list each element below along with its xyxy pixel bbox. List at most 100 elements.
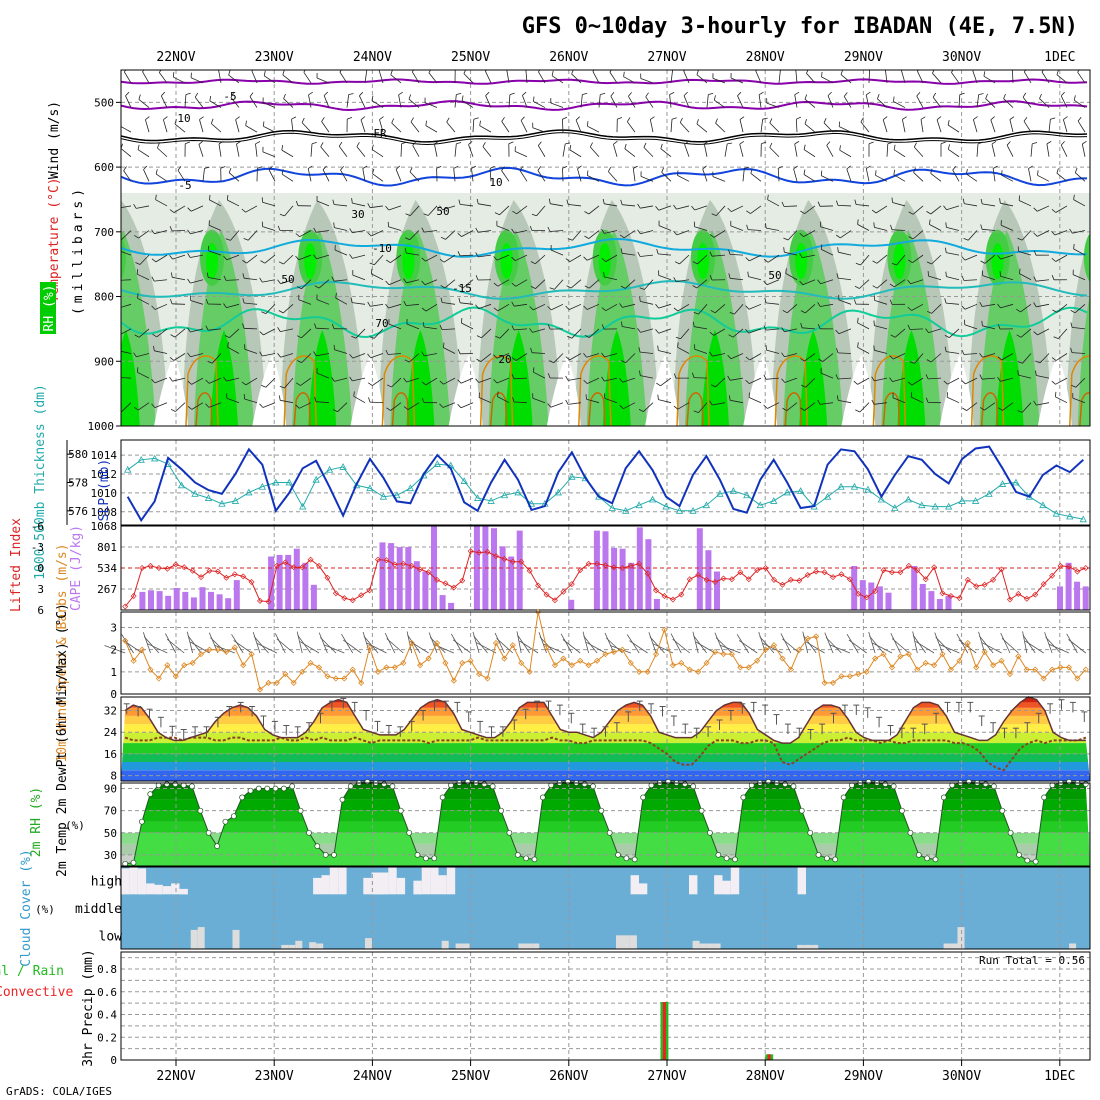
wind-barb bbox=[982, 275, 996, 281]
wind-barb bbox=[190, 77, 204, 84]
wind-barb bbox=[136, 205, 150, 209]
cloud-bar bbox=[171, 883, 180, 895]
wind-barb bbox=[265, 377, 276, 388]
wind-barb-flag bbox=[628, 92, 632, 97]
wind-barb-flag bbox=[223, 275, 227, 281]
rh2m-marker bbox=[991, 783, 997, 790]
wind-barb bbox=[946, 252, 960, 256]
lifted-index-marker bbox=[332, 590, 339, 597]
wind-barb bbox=[308, 94, 312, 108]
wind-barb-flag bbox=[638, 347, 641, 353]
rh2m-marker bbox=[798, 807, 805, 814]
wind-barb-flag bbox=[281, 169, 284, 175]
wind-barb bbox=[766, 377, 780, 380]
wind-barb bbox=[604, 398, 618, 404]
wind-barb-flag bbox=[313, 254, 317, 260]
wind-barb bbox=[513, 328, 528, 331]
rh2m-marker bbox=[732, 856, 738, 863]
lifted-index-marker bbox=[728, 576, 735, 583]
wind-barb-flag bbox=[711, 213, 717, 216]
wind-barb-flag bbox=[836, 395, 839, 401]
wind-barb bbox=[949, 328, 960, 338]
wind-barb bbox=[677, 175, 690, 182]
wind-barb-flag bbox=[242, 260, 247, 264]
wind-barb-flag bbox=[170, 298, 173, 304]
wind-barb-flag bbox=[210, 118, 214, 124]
wind-barb-flag bbox=[728, 249, 731, 255]
wind-barb-flag bbox=[259, 403, 264, 408]
wind-barb-flag bbox=[639, 296, 641, 302]
rh2m-marker bbox=[423, 855, 429, 862]
wind-barb bbox=[391, 377, 402, 388]
wind-barb bbox=[730, 377, 744, 381]
wind-barb bbox=[936, 119, 942, 133]
wind-barb-flag bbox=[371, 268, 373, 274]
wind-barb-flag bbox=[889, 283, 895, 288]
wind-barb bbox=[172, 254, 186, 260]
wind-barb-flag bbox=[1033, 331, 1038, 336]
lifted-index-marker bbox=[1065, 563, 1072, 570]
wind-barb-flag bbox=[601, 228, 605, 234]
wind-barb bbox=[821, 175, 834, 182]
wind-barb bbox=[1073, 248, 1086, 256]
wind-barb-flag bbox=[566, 285, 572, 289]
wind-barb bbox=[982, 303, 996, 307]
wind-barb bbox=[121, 350, 132, 354]
wind-barb bbox=[443, 377, 456, 385]
wind-barb-flag bbox=[746, 210, 751, 214]
wind-barb bbox=[766, 227, 780, 231]
wind-barb-flag bbox=[1033, 207, 1038, 212]
wind-barb-flag bbox=[485, 70, 488, 72]
rh-core bbox=[121, 235, 126, 281]
lifted-index-marker bbox=[796, 577, 803, 584]
wind-barb-flag bbox=[889, 299, 893, 305]
wind-barb-flag bbox=[675, 336, 681, 340]
wind-speed-marker bbox=[442, 659, 449, 667]
wind-barb-flag bbox=[385, 205, 390, 211]
wind-barb bbox=[893, 149, 906, 158]
wind-barb-flag bbox=[439, 324, 443, 330]
wind-barb bbox=[742, 168, 745, 182]
wind10m-barb bbox=[1066, 633, 1078, 654]
wind-speed-marker bbox=[526, 668, 533, 675]
wind-barb bbox=[280, 279, 294, 285]
thickness-marker bbox=[648, 495, 657, 503]
thickness-marker bbox=[1039, 501, 1047, 509]
wind-barb-flag bbox=[1073, 95, 1076, 101]
wind-barb-flag bbox=[281, 145, 284, 151]
wind-barb bbox=[514, 151, 528, 158]
wind-barb-flag bbox=[778, 165, 783, 169]
wind-speed-marker bbox=[1032, 666, 1039, 673]
wind-barb bbox=[804, 98, 816, 108]
wind-barb bbox=[893, 101, 906, 108]
wind-speed-marker bbox=[509, 642, 516, 649]
wind-barb-flag bbox=[947, 120, 950, 126]
wind-barb-flag bbox=[241, 208, 246, 213]
temperature-band bbox=[121, 743, 1090, 754]
wind-barb-flag bbox=[408, 94, 412, 100]
lifted-index-tick: -3 bbox=[31, 541, 44, 554]
wind-barb-flag bbox=[601, 324, 605, 330]
wind-barb bbox=[459, 254, 474, 257]
rh-area-band bbox=[121, 832, 1090, 866]
lifted-index-marker bbox=[273, 562, 280, 569]
wind-barb bbox=[371, 230, 384, 237]
thickness-line bbox=[127, 457, 1084, 520]
cloud-bar bbox=[316, 943, 324, 949]
wind-barb bbox=[820, 279, 834, 285]
wind-barb bbox=[1056, 74, 1068, 84]
wind-barb-flag bbox=[601, 352, 605, 358]
wind-barb bbox=[230, 97, 240, 108]
wind-barb-flag bbox=[263, 121, 265, 127]
wind-barb bbox=[1019, 273, 1032, 281]
rh2m-marker bbox=[272, 785, 279, 792]
rh2m-marker bbox=[214, 843, 220, 849]
wind-barb-flag bbox=[475, 304, 480, 309]
wind-barb bbox=[121, 205, 132, 209]
lifted-index-marker bbox=[535, 582, 542, 589]
wind-barb bbox=[587, 125, 600, 133]
wind-barb-flag bbox=[1074, 167, 1078, 173]
wind-barb-flag bbox=[1053, 336, 1059, 339]
wind-barb-flag bbox=[187, 405, 193, 410]
wind-barb bbox=[966, 173, 978, 182]
